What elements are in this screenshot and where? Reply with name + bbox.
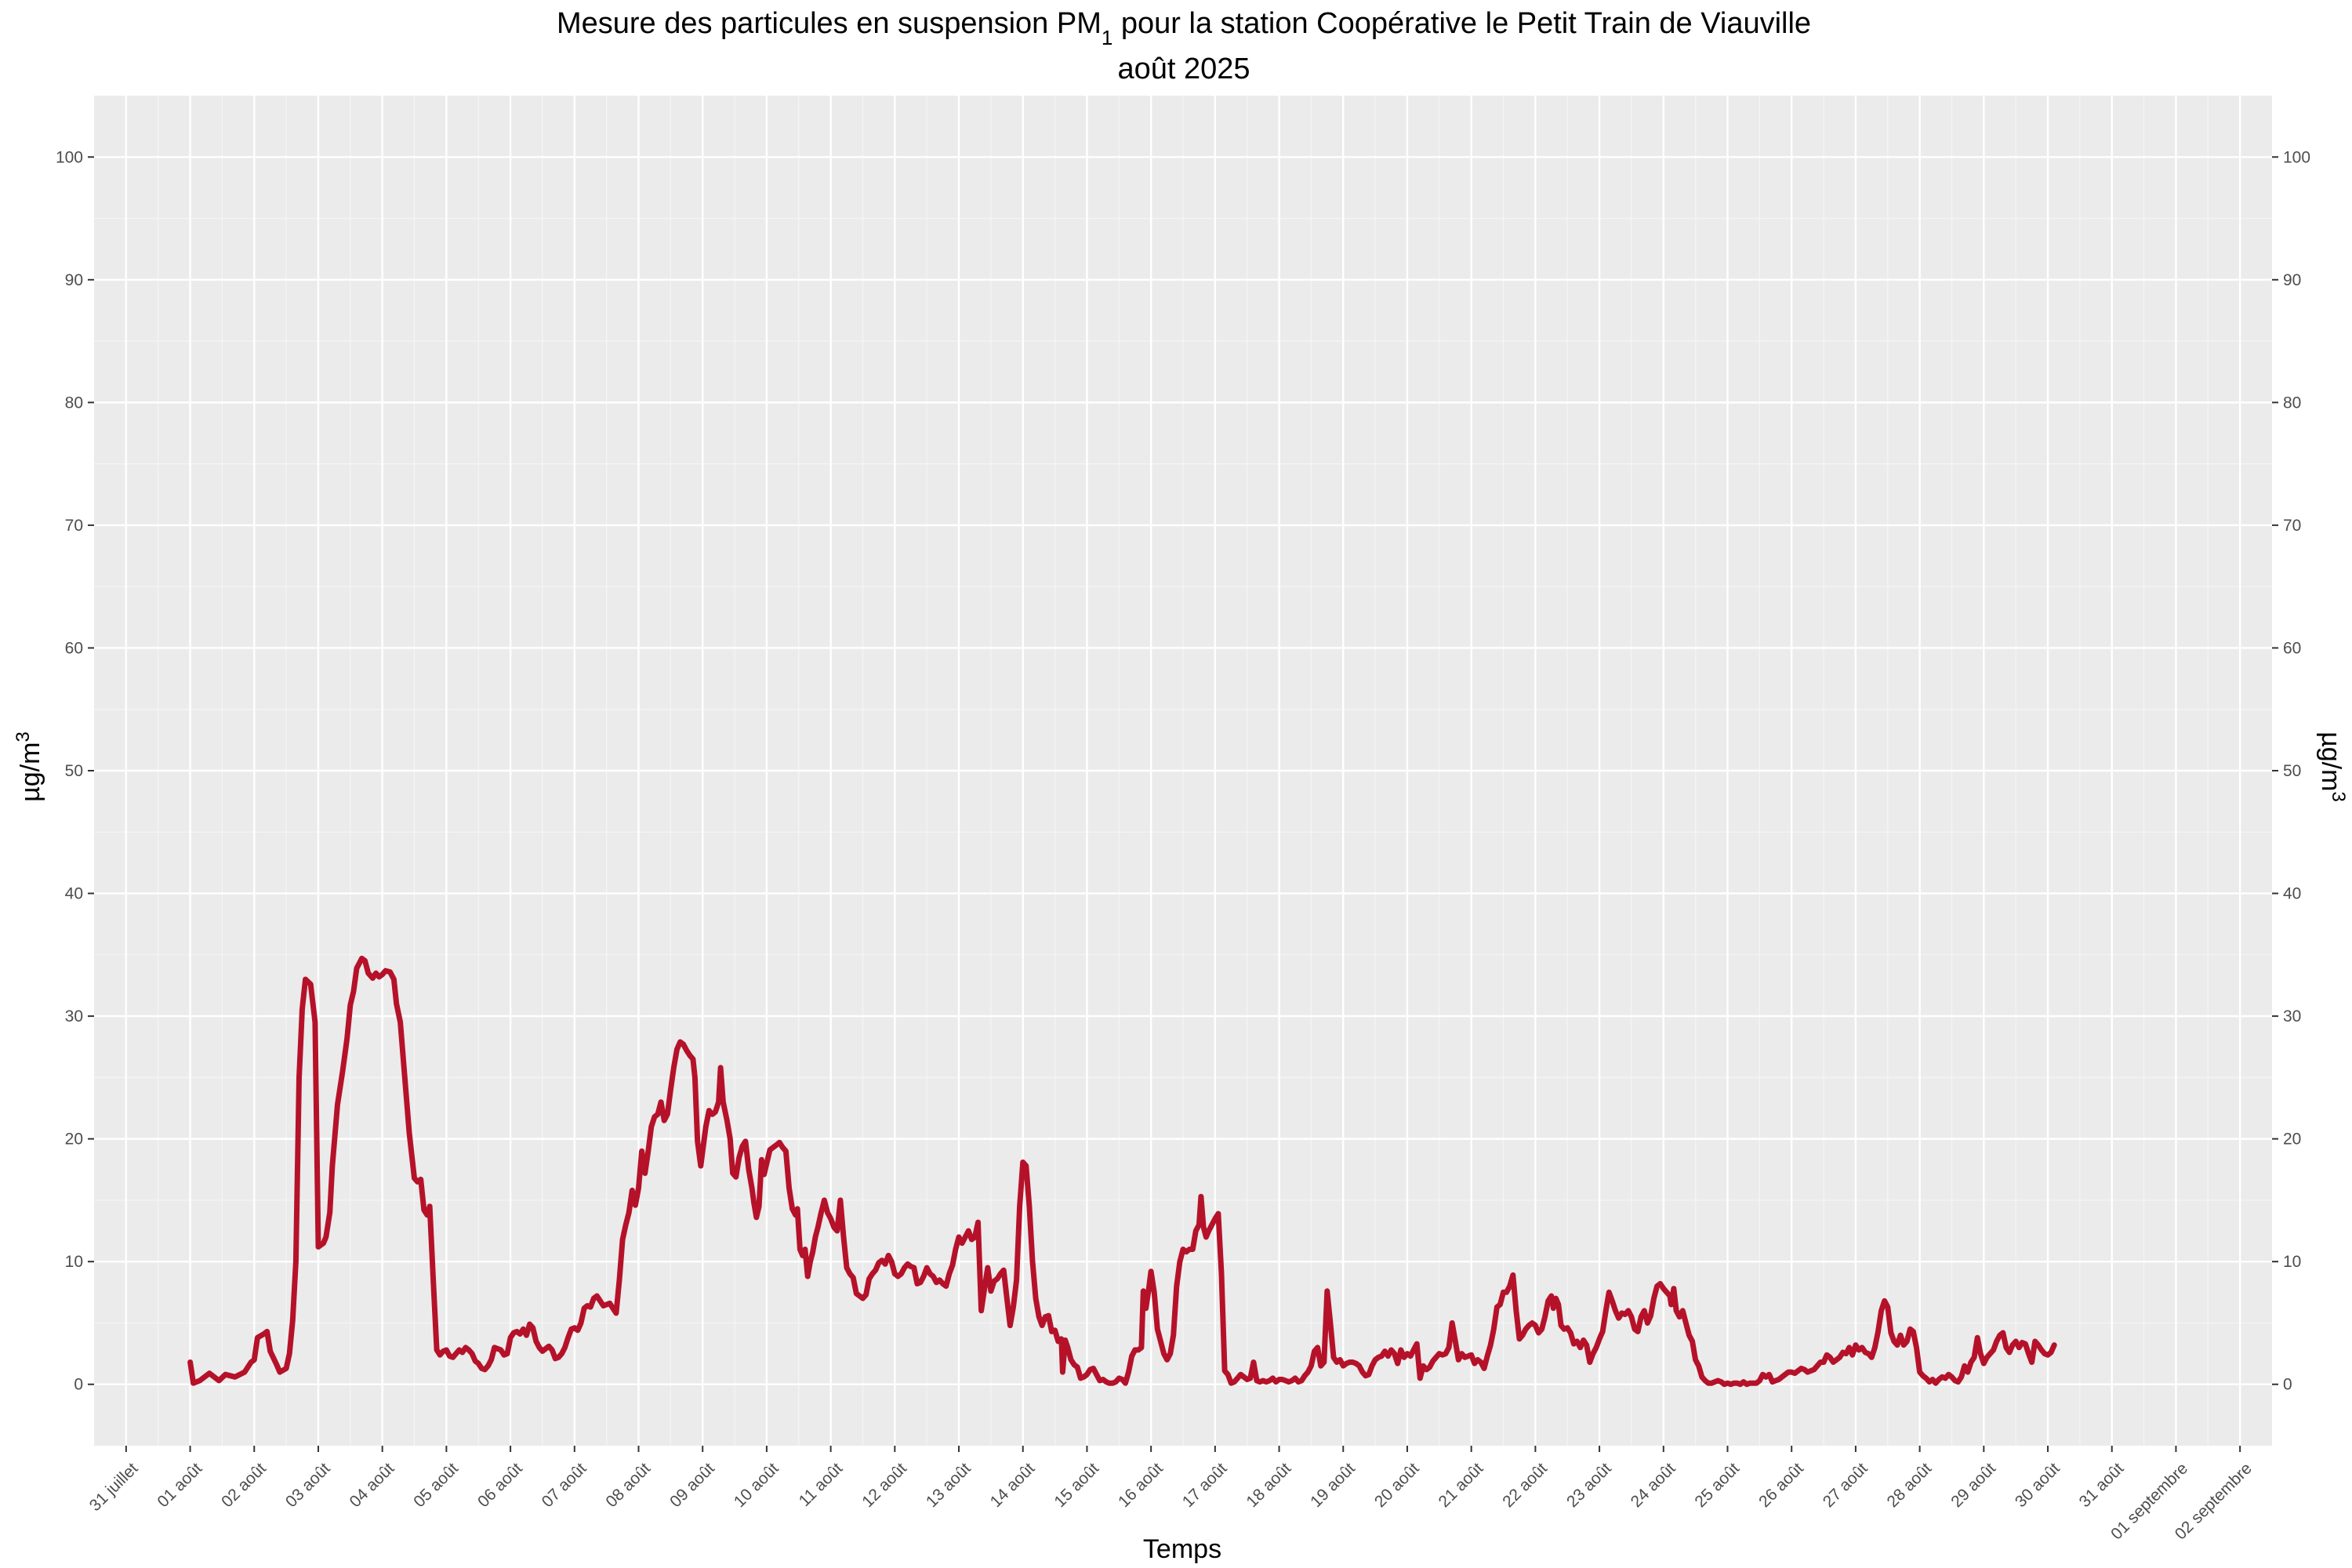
x-tick-label: 26 août (1755, 1459, 1807, 1511)
chart-subtitle: août 2025 (1117, 53, 1250, 85)
y-axis-title-left-exponent: 3 (13, 731, 34, 742)
series-layer (187, 956, 2057, 1388)
x-tick-label: 23 août (1563, 1459, 1615, 1511)
x-tick-label: 02 août (218, 1459, 270, 1511)
y-tick-label-left: 40 (65, 885, 83, 903)
x-tick-label: 03 août (282, 1459, 334, 1511)
x-tick-label: 08 août (602, 1459, 654, 1511)
x-tick-label: 22 août (1499, 1459, 1551, 1511)
x-tick-label: 24 août (1628, 1459, 1679, 1511)
x-tick-label: 09 août (666, 1459, 718, 1511)
x-tick-label: 29 août (1947, 1459, 1999, 1511)
y-tick-label-right: 70 (2283, 517, 2301, 535)
x-tick-label: 10 août (731, 1459, 782, 1511)
y-tick-label-left: 80 (65, 394, 83, 412)
y-tick-label-right: 30 (2283, 1007, 2301, 1025)
x-tick-label: 31 juillet (86, 1459, 142, 1515)
y-axis-title-right-exponent: 3 (2328, 791, 2350, 801)
x-tick-label: 16 août (1115, 1459, 1167, 1511)
y-tick-label-left: 90 (65, 271, 83, 289)
y-tick-label-right: 100 (2283, 148, 2310, 166)
y-axis-right: 0 10 20 30 40 50 60 70 80 90 100 (2272, 148, 2310, 1394)
pm1-series-line (187, 956, 2057, 1388)
y-tick-label-left: 10 (65, 1253, 83, 1271)
y-tick-label-right: 50 (2283, 762, 2301, 780)
y-tick-label-right: 80 (2283, 394, 2301, 412)
y-tick-label-left: 70 (65, 517, 83, 535)
y-axis-title-right-unit: µg/m (2316, 731, 2346, 791)
x-tick-label: 01 août (154, 1459, 205, 1511)
major-gridlines (94, 96, 2272, 1446)
title-part-2: pour la station Coopérative le Petit Tra… (1112, 7, 1811, 40)
x-tick-label: 06 août (474, 1459, 526, 1511)
x-tick-label: 05 août (410, 1459, 462, 1511)
x-tick-label: 17 août (1179, 1459, 1231, 1511)
x-tick-label: 28 août (1884, 1459, 1936, 1511)
y-tick-label-left: 30 (65, 1007, 83, 1025)
y-tick-label-right: 10 (2283, 1253, 2301, 1271)
chart-title-group: Mesure des particules en suspension PM1 … (557, 7, 1811, 85)
y-axis-title-left-unit: µg/m (16, 742, 45, 802)
y-tick-label-right: 60 (2283, 639, 2301, 657)
x-tick-label: 11 août (796, 1459, 847, 1510)
y-tick-label-right: 40 (2283, 885, 2301, 903)
x-tick-label: 04 août (347, 1459, 398, 1511)
y-axis-left: 0 10 20 30 40 50 60 70 80 90 100 (56, 148, 94, 1394)
x-tick-label: 21 août (1436, 1459, 1487, 1511)
x-tick-label: 14 août (987, 1459, 1039, 1511)
y-tick-label-right: 20 (2283, 1131, 2301, 1149)
x-tick-label: 20 août (1371, 1459, 1423, 1511)
title-subscript: 1 (1102, 26, 1112, 49)
x-tick-label: 19 août (1307, 1459, 1359, 1511)
x-tick-label: 15 août (1051, 1459, 1102, 1511)
x-tick-label: 12 août (858, 1459, 910, 1511)
title-part-1: Mesure des particules en suspension PM (557, 7, 1102, 40)
x-tick-label: 18 août (1243, 1459, 1294, 1511)
y-tick-label-right: 0 (2283, 1376, 2292, 1394)
y-tick-label-left: 0 (74, 1376, 83, 1394)
y-axis-title-right: µg/m3 (2316, 731, 2350, 802)
y-tick-label-left: 20 (65, 1131, 83, 1149)
x-tick-label: 25 août (1691, 1459, 1743, 1511)
x-tick-label: 30 août (2012, 1459, 2063, 1511)
x-tick-label: 07 août (539, 1459, 590, 1511)
y-axis-title-left: µg/m3 (13, 731, 46, 802)
x-tick-label: 13 août (923, 1459, 975, 1511)
y-tick-label-left: 60 (65, 639, 83, 657)
y-tick-label-right: 90 (2283, 271, 2301, 289)
x-tick-label: 31 août (2076, 1459, 2128, 1511)
x-axis: 31 juillet 01 août 02 août 03 août 04 août 05… (86, 1446, 2256, 1544)
y-tick-label-left: 100 (56, 148, 83, 166)
chart-title: Mesure des particules en suspension PM1 … (557, 7, 1811, 49)
x-axis-title: Temps (1143, 1534, 1221, 1564)
y-tick-label-left: 50 (65, 762, 83, 780)
x-tick-label: 27 août (1820, 1459, 1871, 1511)
